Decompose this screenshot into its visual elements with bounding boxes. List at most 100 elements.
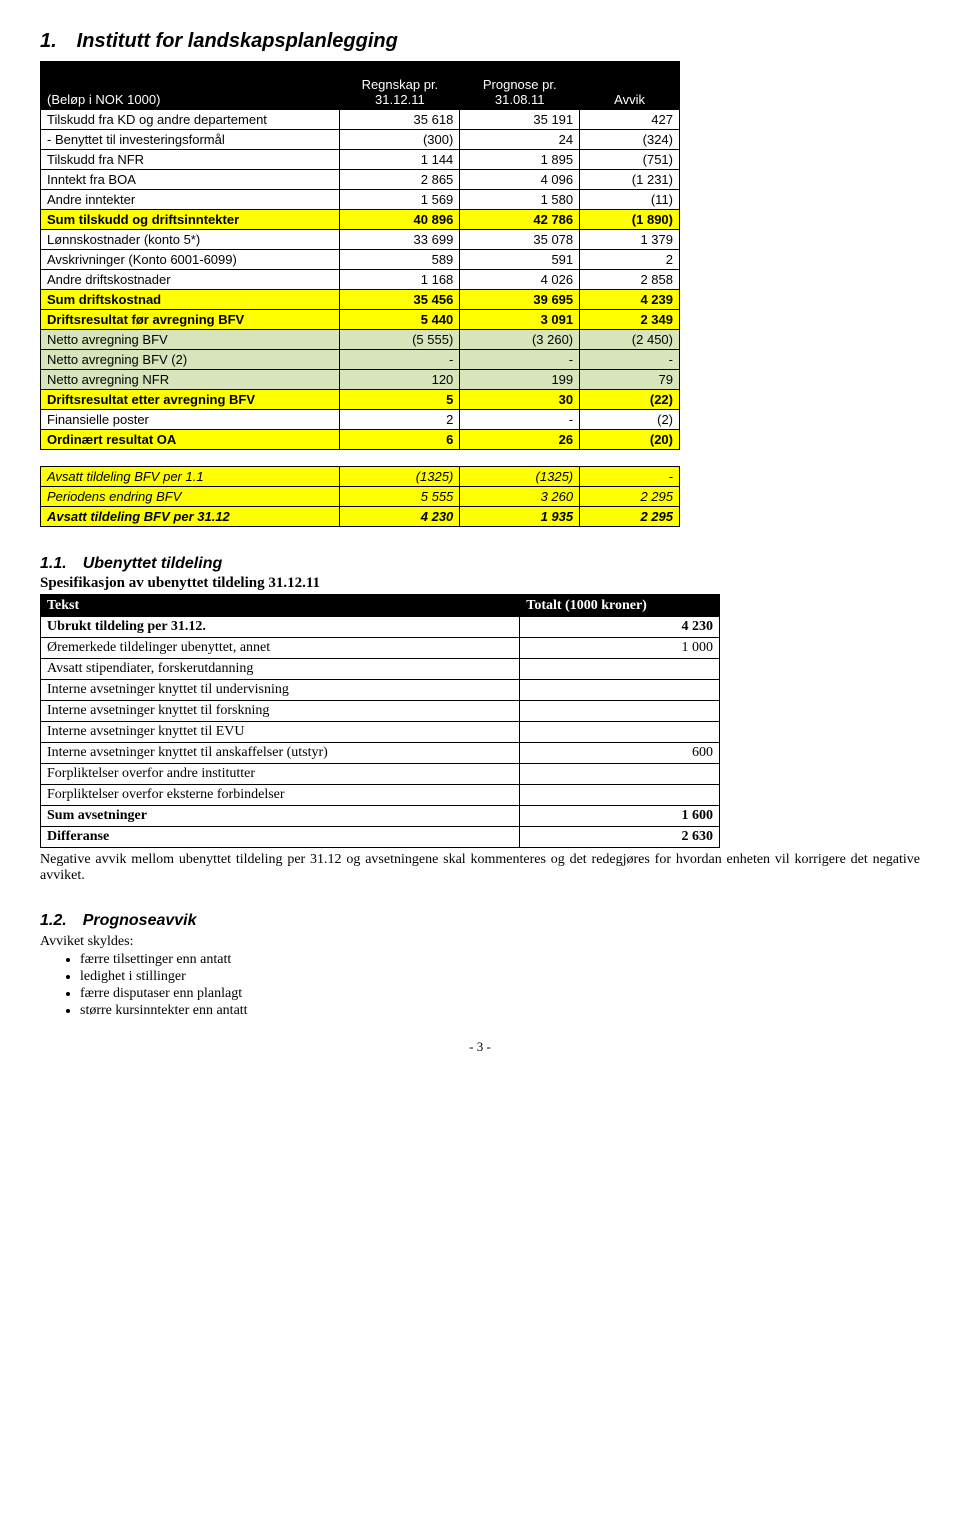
spec-table: Tekst Totalt (1000 kroner) Ubrukt tildel…	[40, 594, 720, 848]
row-v3: 2 295	[580, 487, 680, 507]
row-v2: 30	[460, 390, 580, 410]
row-v3: (2 450)	[580, 330, 680, 350]
avvik-intro: Avviket skyldes:	[40, 934, 920, 950]
row-value	[520, 659, 720, 680]
spec-header-row: Tekst Totalt (1000 kroner)	[41, 595, 720, 617]
table-row: Driftsresultat før avregning BFV5 4403 0…	[41, 310, 680, 330]
row-v3: (22)	[580, 390, 680, 410]
spec-title: Spesifikasjon av ubenyttet tildeling 31.…	[40, 575, 920, 592]
table-row: Tilskudd fra NFR1 1441 895(751)	[41, 150, 680, 170]
row-v3: -	[580, 467, 680, 487]
row-v1: 120	[340, 370, 460, 390]
row-v1: 35 618	[340, 110, 460, 130]
row-v3: 2 349	[580, 310, 680, 330]
row-v1: 589	[340, 250, 460, 270]
table-row: Avsatt stipendiater, forskerutdanning	[41, 659, 720, 680]
bullet-list: færre tilsettinger enn antattledighet i …	[80, 952, 920, 1019]
table-row: - Benyttet til investeringsformål(300)24…	[41, 130, 680, 150]
row-label: Driftsresultat etter avregning BFV	[41, 390, 340, 410]
page-number: - 3 -	[40, 1039, 920, 1055]
table-row: Andre driftskostnader1 1684 0262 858	[41, 270, 680, 290]
row-v3: (2)	[580, 410, 680, 430]
row-v2: (3 260)	[460, 330, 580, 350]
row-v1: 35 456	[340, 290, 460, 310]
row-label: Avsatt stipendiater, forskerutdanning	[41, 659, 520, 680]
list-item: færre tilsettinger enn antatt	[80, 952, 920, 968]
row-v2: 26	[460, 430, 580, 450]
row-label: Sum tilskudd og driftsinntekter	[41, 210, 340, 230]
row-label: Tilskudd fra KD og andre departement	[41, 110, 340, 130]
row-label: Interne avsetninger knyttet til undervis…	[41, 680, 520, 701]
row-v2: 42 786	[460, 210, 580, 230]
row-value: 2 630	[520, 827, 720, 848]
row-label: Periodens endring BFV	[41, 487, 340, 507]
row-label: Ubrukt tildeling per 31.12.	[41, 617, 520, 638]
row-label: Ordinært resultat OA	[41, 430, 340, 450]
row-v1: 5	[340, 390, 460, 410]
table-row: Sum avsetninger1 600	[41, 806, 720, 827]
header-c0: (Beløp i NOK 1000)	[41, 62, 340, 110]
table-row: Øremerkede tildelinger ubenyttet, annet1…	[41, 638, 720, 659]
section-title: 1. Institutt for landskapsplanlegging	[40, 30, 920, 53]
row-value: 4 230	[520, 617, 720, 638]
row-label: Avskrivninger (Konto 6001-6099)	[41, 250, 340, 270]
row-v1: (5 555)	[340, 330, 460, 350]
row-v3: 79	[580, 370, 680, 390]
row-v2: 4 096	[460, 170, 580, 190]
subsection-1-1-title: 1.1. Ubenyttet tildeling	[40, 555, 920, 573]
table-row: Tilskudd fra KD og andre departement35 6…	[41, 110, 680, 130]
table-row: Ubrukt tildeling per 31.12.4 230	[41, 617, 720, 638]
list-item: færre disputaser enn planlagt	[80, 986, 920, 1002]
row-v2: 3 091	[460, 310, 580, 330]
row-v1: 6	[340, 430, 460, 450]
row-v1: 1 168	[340, 270, 460, 290]
list-item: ledighet i stillinger	[80, 969, 920, 985]
row-label: Interne avsetninger knyttet til anskaffe…	[41, 743, 520, 764]
row-v1: (300)	[340, 130, 460, 150]
secondary-financial-table: Avsatt tildeling BFV per 1.1(1325)(1325)…	[40, 466, 680, 527]
row-value: 600	[520, 743, 720, 764]
row-v1: 1 569	[340, 190, 460, 210]
row-v3: (1 890)	[580, 210, 680, 230]
row-label: Avsatt tildeling BFV per 1.1	[41, 467, 340, 487]
row-label: Differanse	[41, 827, 520, 848]
row-v2: 199	[460, 370, 580, 390]
table-row: Netto avregning NFR12019979	[41, 370, 680, 390]
row-v2: -	[460, 410, 580, 430]
row-value	[520, 785, 720, 806]
table-row: Netto avregning BFV (2)---	[41, 350, 680, 370]
row-label: Tilskudd fra NFR	[41, 150, 340, 170]
table-row: Interne avsetninger knyttet til EVU	[41, 722, 720, 743]
table-row: Finansielle poster2-(2)	[41, 410, 680, 430]
row-v3: (324)	[580, 130, 680, 150]
table-row: Forpliktelser overfor andre institutter	[41, 764, 720, 785]
row-v3: 2	[580, 250, 680, 270]
row-label: Driftsresultat før avregning BFV	[41, 310, 340, 330]
row-v1: 1 144	[340, 150, 460, 170]
row-label: Andre driftskostnader	[41, 270, 340, 290]
table-row: Periodens endring BFV5 5553 2602 295	[41, 487, 680, 507]
row-v2: 35 191	[460, 110, 580, 130]
row-v2: -	[460, 350, 580, 370]
subsection-1-2-title: 1.2. Prognoseavvik	[40, 912, 920, 930]
row-v3: (11)	[580, 190, 680, 210]
list-item: større kursinntekter enn antatt	[80, 1003, 920, 1019]
table-row: Forpliktelser overfor eksterne forbindel…	[41, 785, 720, 806]
table-row: Netto avregning BFV(5 555)(3 260)(2 450)	[41, 330, 680, 350]
row-v1: 40 896	[340, 210, 460, 230]
table-row: Avskrivninger (Konto 6001-6099)5895912	[41, 250, 680, 270]
row-value	[520, 701, 720, 722]
row-label: Sum driftskostnad	[41, 290, 340, 310]
row-v1: 2	[340, 410, 460, 430]
row-value: 1 000	[520, 638, 720, 659]
row-v2: 3 260	[460, 487, 580, 507]
row-v3: 427	[580, 110, 680, 130]
row-v1: 5 555	[340, 487, 460, 507]
row-v1: 4 230	[340, 507, 460, 527]
row-label: Forpliktelser overfor eksterne forbindel…	[41, 785, 520, 806]
row-label: Forpliktelser overfor andre institutter	[41, 764, 520, 785]
row-v2: 35 078	[460, 230, 580, 250]
row-v3: -	[580, 350, 680, 370]
table-row: Sum tilskudd og driftsinntekter40 89642 …	[41, 210, 680, 230]
row-v2: 39 695	[460, 290, 580, 310]
